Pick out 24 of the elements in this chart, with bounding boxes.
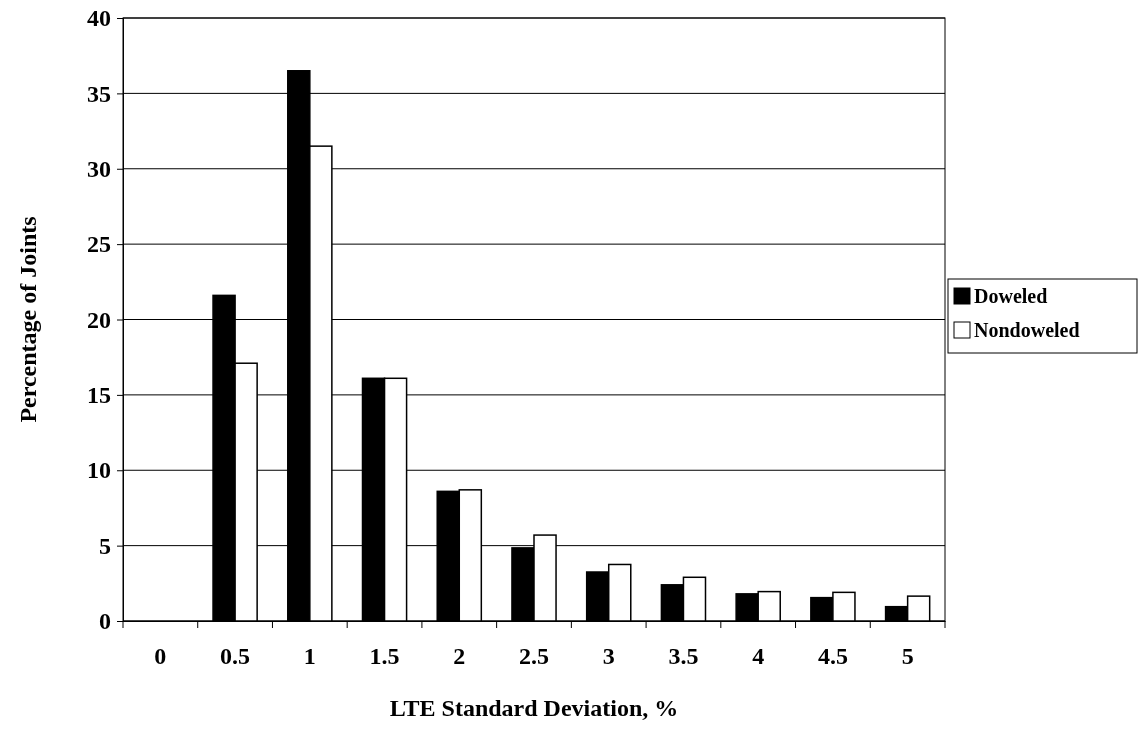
x-tick-label: 3 — [602, 643, 615, 670]
y-tick-label: 20 — [87, 306, 111, 333]
x-tick-label: 1.5 — [369, 643, 400, 670]
x-tick-label: 2.5 — [519, 643, 549, 670]
y-tick-label: 30 — [87, 155, 111, 182]
y-tick-label: 10 — [87, 457, 111, 484]
x-tick-label: 5 — [901, 643, 914, 670]
y-axis-title: Percentage of Joints — [15, 216, 41, 423]
x-tick-label: 3.5 — [668, 643, 699, 670]
x-tick-label: 4.5 — [817, 643, 848, 670]
y-tick-label: 0 — [99, 608, 111, 635]
x-tick-label: 2 — [453, 643, 466, 670]
x-tick-label: 1 — [303, 643, 316, 670]
y-tick-label: 35 — [87, 80, 111, 107]
y-tick-label: 15 — [87, 382, 111, 409]
y-tick-label: 40 — [87, 5, 111, 32]
x-axis-title: LTE Standard Deviation, % — [389, 695, 679, 721]
legend-label: Doweled — [974, 285, 1048, 307]
x-tick-label: 0 — [154, 643, 167, 670]
y-tick-label: 5 — [99, 532, 111, 559]
x-tick-label: 0.5 — [220, 643, 251, 670]
y-tick-label: 25 — [87, 231, 111, 258]
x-tick-label: 4 — [752, 643, 765, 670]
legend-label: Nondoweled — [974, 319, 1080, 341]
